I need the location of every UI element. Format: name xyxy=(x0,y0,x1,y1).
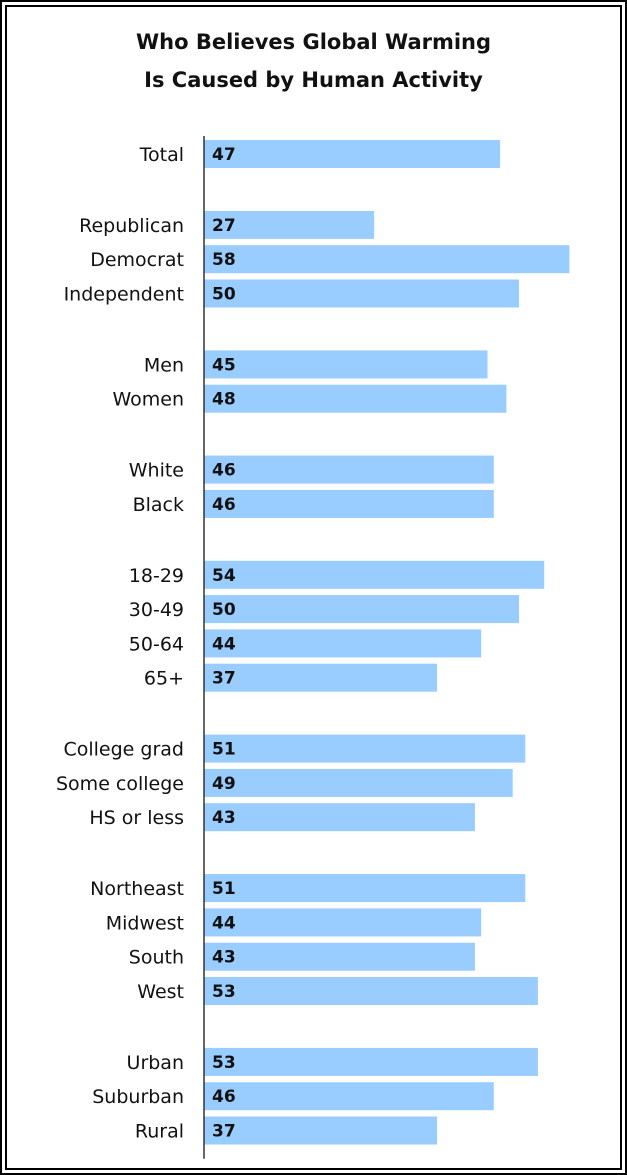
category-label: Midwest xyxy=(106,912,184,934)
category-label: HS or less xyxy=(89,807,184,829)
value-label: 51 xyxy=(212,879,236,899)
bar xyxy=(204,279,519,308)
category-label: Black xyxy=(133,494,184,516)
category-label: White xyxy=(129,460,184,482)
category-label: Men xyxy=(144,354,184,376)
bar xyxy=(204,595,519,624)
bar xyxy=(204,908,482,937)
bar xyxy=(204,768,513,797)
category-label: Democrat xyxy=(90,249,184,271)
bar xyxy=(204,977,538,1005)
bar xyxy=(204,210,375,239)
value-label: 58 xyxy=(212,250,236,270)
category-label: 30-49 xyxy=(129,599,184,621)
value-label: 53 xyxy=(212,982,236,1002)
bar xyxy=(204,874,526,903)
value-label: 50 xyxy=(212,600,236,620)
category-label: 65+ xyxy=(144,668,184,690)
value-label: 27 xyxy=(212,216,236,236)
bar xyxy=(204,245,570,274)
bar xyxy=(204,1116,438,1145)
category-label: Total xyxy=(139,144,184,166)
bar xyxy=(204,629,482,658)
chart-title-line-1: Who Believes Global Warming xyxy=(135,30,492,54)
value-label: 53 xyxy=(212,1053,236,1073)
bar xyxy=(204,384,507,413)
bar xyxy=(204,663,438,692)
category-label: 18-29 xyxy=(129,565,184,587)
value-label: 50 xyxy=(212,285,236,305)
chart-title-line-2: Is Caused by Human Activity xyxy=(144,68,483,92)
value-label: 46 xyxy=(212,461,236,481)
category-label: Rural xyxy=(135,1121,184,1143)
value-label: 54 xyxy=(212,566,236,586)
bar xyxy=(204,140,501,168)
bar xyxy=(204,734,526,763)
value-label: 44 xyxy=(212,634,236,654)
bar xyxy=(204,489,494,518)
category-label: South xyxy=(129,947,184,969)
bar xyxy=(204,803,475,832)
value-label: 46 xyxy=(212,495,236,515)
bar xyxy=(204,1082,494,1111)
category-label: West xyxy=(137,981,184,1003)
category-label: 50-64 xyxy=(129,633,184,655)
category-label: Republican xyxy=(79,215,184,237)
category-label: Some college xyxy=(56,773,184,795)
bar xyxy=(204,942,475,971)
value-label: 37 xyxy=(212,669,236,689)
bar xyxy=(204,455,494,484)
value-label: 43 xyxy=(212,948,236,968)
category-label: Urban xyxy=(127,1052,184,1074)
value-label: 51 xyxy=(212,740,236,760)
value-label: 47 xyxy=(212,145,236,165)
value-label: 48 xyxy=(212,390,236,410)
value-label: 49 xyxy=(212,774,236,794)
value-label: 43 xyxy=(212,808,236,828)
bar xyxy=(204,1047,538,1076)
category-label: Women xyxy=(112,389,184,411)
value-label: 37 xyxy=(212,1122,236,1142)
category-label: Suburban xyxy=(92,1086,184,1108)
value-label: 46 xyxy=(212,1087,236,1107)
value-label: 44 xyxy=(212,913,236,933)
category-label: College grad xyxy=(63,739,184,761)
bar xyxy=(204,350,488,379)
category-label: Independent xyxy=(64,284,184,306)
value-label: 45 xyxy=(212,355,236,375)
category-label: Northeast xyxy=(90,878,184,900)
bar xyxy=(204,560,545,589)
